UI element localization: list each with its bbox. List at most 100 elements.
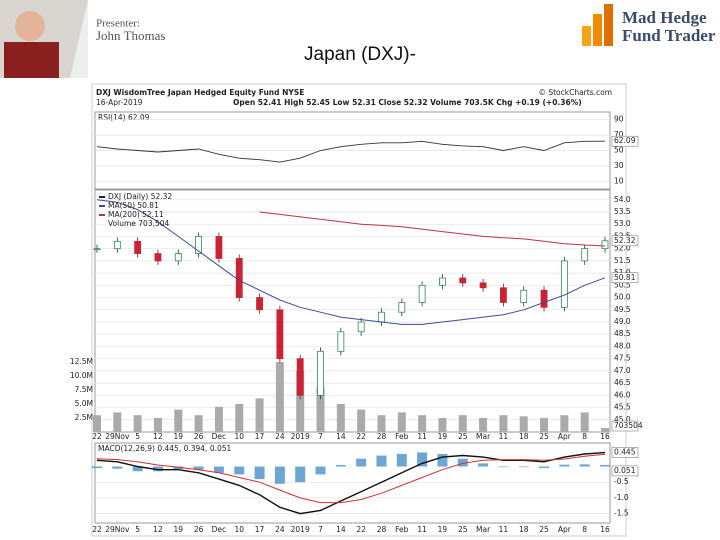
macd-hist-bar: [457, 458, 468, 467]
macd-hist-bar: [315, 466, 326, 475]
x-tick-label: 25: [539, 432, 549, 441]
chart-date: 16-Apr-2019: [96, 98, 143, 107]
y-tick-label: 50: [614, 146, 624, 155]
legend-swatch: [99, 214, 105, 216]
chart-quote: Open 52.41 High 52.45 Low 52.31 Close 52…: [233, 98, 582, 107]
volume-bar: [458, 415, 467, 432]
chart-credit: © StockCharts.com: [538, 88, 612, 97]
volume-bar: [316, 387, 325, 432]
x-tick-label: 11: [417, 525, 427, 534]
candle-body: [256, 297, 263, 311]
end-label: 0.445: [614, 448, 636, 457]
x-tick-label: 29Nov: [105, 432, 130, 441]
chart-title: DXJ WisdomTree Japan Hedged Equity Fund …: [96, 88, 304, 97]
ma-line: [259, 211, 606, 247]
y-tick-label: 48.5: [614, 329, 631, 338]
candle-body: [113, 240, 121, 250]
volume-bar: [93, 415, 101, 432]
y-tick-label: 50.5: [614, 280, 631, 289]
x-tick-label: 19: [438, 432, 448, 441]
y-tick-label: 12.5M: [70, 357, 93, 366]
x-tick-label: 5: [135, 432, 140, 441]
end-label-box: [611, 465, 639, 477]
signal-line: [96, 453, 606, 504]
x-tick-label: Mar: [476, 525, 491, 534]
x-tick-label: 18: [519, 525, 529, 534]
x-tick-label: 28: [377, 432, 387, 441]
x-tick-label: 25: [539, 525, 549, 534]
macd-hist-bar: [518, 466, 529, 468]
logo-line: Mad Hedge: [622, 8, 707, 27]
x-tick-label: 22: [356, 432, 366, 441]
volume-bar: [194, 415, 203, 432]
candle-body: [418, 284, 426, 303]
macd-hist-bar: [213, 466, 224, 473]
volume-bar: [438, 418, 447, 432]
macd-hist-bar: [152, 466, 163, 472]
ma-line: [96, 199, 606, 325]
x-tick-label: 28: [377, 525, 387, 534]
macd-hist-bar: [92, 466, 102, 469]
volume-bar: [479, 418, 488, 432]
x-tick-label: 16: [600, 525, 610, 534]
y-tick-label: 2.5M: [75, 413, 93, 422]
x-tick-label: Feb: [395, 432, 409, 441]
logo-bar: [582, 26, 591, 46]
y-tick-label: 53.0: [614, 219, 631, 228]
volume-bar: [113, 412, 122, 432]
y-tick-label: 48.0: [614, 341, 631, 350]
x-tick-label: 22: [356, 525, 366, 534]
y-tick-label: 30: [614, 161, 624, 170]
candle-body: [540, 289, 548, 308]
x-tick-label: 7: [318, 525, 323, 534]
macd-hist-bar: [132, 466, 143, 472]
y-tick-label: 50.0: [614, 293, 631, 302]
legend-entry: MA(50) 50.81: [108, 201, 159, 210]
x-tick-label: 5: [135, 525, 140, 534]
x-tick-label: 8: [582, 432, 587, 441]
end-label: 703504: [614, 421, 643, 430]
y-tick-label: -1.0: [614, 493, 629, 502]
y-tick-label: 7.5M: [75, 385, 93, 394]
y-tick-label: -0.5: [614, 477, 629, 486]
y-tick-label: 53.5: [614, 207, 631, 216]
macd-hist-bar: [539, 466, 550, 469]
legend-swatch: [99, 205, 105, 207]
legend-entry: Volume 703,504: [108, 219, 170, 228]
x-tick-label: 19: [174, 525, 184, 534]
macd-line: [96, 451, 606, 515]
volume-bar: [174, 409, 183, 432]
candle-body: [317, 350, 324, 396]
candle-body: [357, 321, 365, 333]
candle-body: [459, 277, 467, 284]
candle-body: [499, 287, 507, 303]
volume-bar: [133, 415, 142, 432]
end-label: 50.81: [614, 273, 636, 282]
y-tick-label: -1.5: [614, 509, 629, 518]
x-tick-label: 14: [336, 525, 346, 534]
volume-bar: [601, 428, 609, 432]
macd-hist-bar: [274, 466, 285, 484]
y-tick-label: 54.0: [614, 195, 631, 204]
candle-body: [296, 358, 304, 396]
y-tick-label: 49.0: [614, 317, 631, 326]
x-tick-label: Mar: [476, 432, 491, 441]
macd-hist-bar: [437, 453, 448, 467]
volume-bar: [214, 406, 223, 432]
x-tick-label: 11: [499, 525, 509, 534]
x-tick-label: Apr: [558, 432, 572, 441]
macd-hist-bar: [376, 455, 387, 467]
legend-entry: MA(200) 52.11: [108, 210, 164, 219]
presenter-name: John Thomas: [96, 28, 165, 43]
y-tick-label: 51.5: [614, 256, 631, 265]
macd-hist-bar: [254, 466, 265, 480]
candle-body: [215, 236, 223, 259]
y-tick-label: 90: [614, 115, 624, 124]
volume-bar: [499, 415, 508, 432]
x-tick-label: 22: [92, 525, 102, 534]
end-label-box: [611, 135, 639, 147]
macd-hist-bar: [193, 466, 204, 470]
macd-hist-bar: [295, 466, 306, 483]
y-tick-label: 52.0: [614, 244, 631, 253]
